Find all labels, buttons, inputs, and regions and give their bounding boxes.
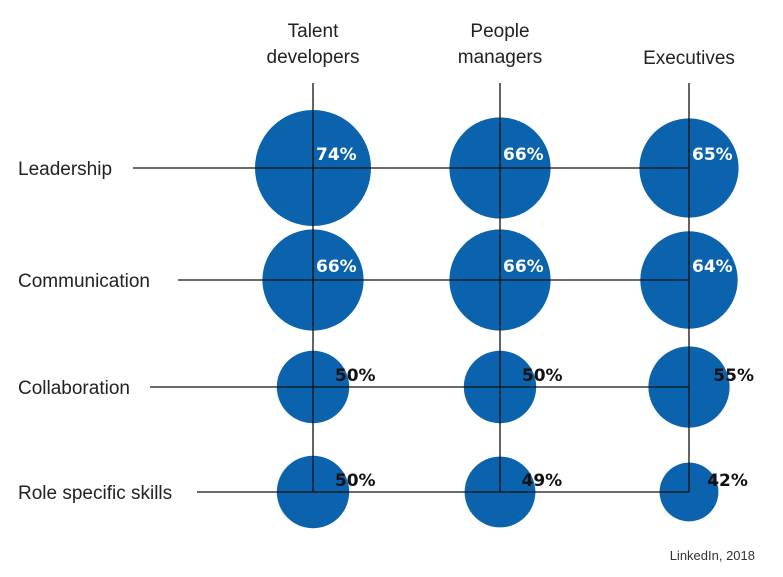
row-label-2: Communication bbox=[18, 271, 150, 292]
value-label-3-1: 50% bbox=[335, 366, 376, 386]
column-header-line: Executives bbox=[643, 48, 735, 69]
value-label-2-3: 64% bbox=[692, 257, 733, 277]
column-header-line: managers bbox=[458, 47, 543, 68]
value-label-1-3: 65% bbox=[692, 145, 733, 165]
row-label-1: Leadership bbox=[18, 159, 112, 180]
grid-lines bbox=[133, 83, 690, 493]
row-label-3: Collaboration bbox=[18, 378, 130, 399]
value-label-4-1: 50% bbox=[335, 471, 376, 491]
value-label-1-2: 66% bbox=[503, 145, 544, 165]
value-label-4-3: 42% bbox=[707, 471, 748, 491]
column-header-line: People bbox=[470, 21, 529, 42]
value-label-3-2: 50% bbox=[522, 366, 563, 386]
column-header-line: developers bbox=[267, 47, 360, 68]
value-label-3-3: 55% bbox=[713, 366, 754, 386]
column-header-2: People managers bbox=[458, 21, 543, 68]
value-label-2-2: 66% bbox=[503, 257, 544, 277]
value-label-1-1: 74% bbox=[316, 145, 357, 165]
value-label-4-2: 49% bbox=[522, 471, 563, 491]
row-label-4: Role specific skills bbox=[18, 483, 172, 504]
source-credit: LinkedIn, 2018 bbox=[669, 548, 755, 563]
column-header-3: Executives bbox=[643, 48, 735, 69]
bubbles bbox=[255, 110, 739, 529]
labels: Talent developers People managers Executives… bbox=[18, 21, 754, 504]
value-label-2-1: 66% bbox=[316, 257, 357, 277]
column-header-1: Talent developers bbox=[267, 21, 360, 68]
column-header-line: Talent bbox=[288, 21, 339, 42]
